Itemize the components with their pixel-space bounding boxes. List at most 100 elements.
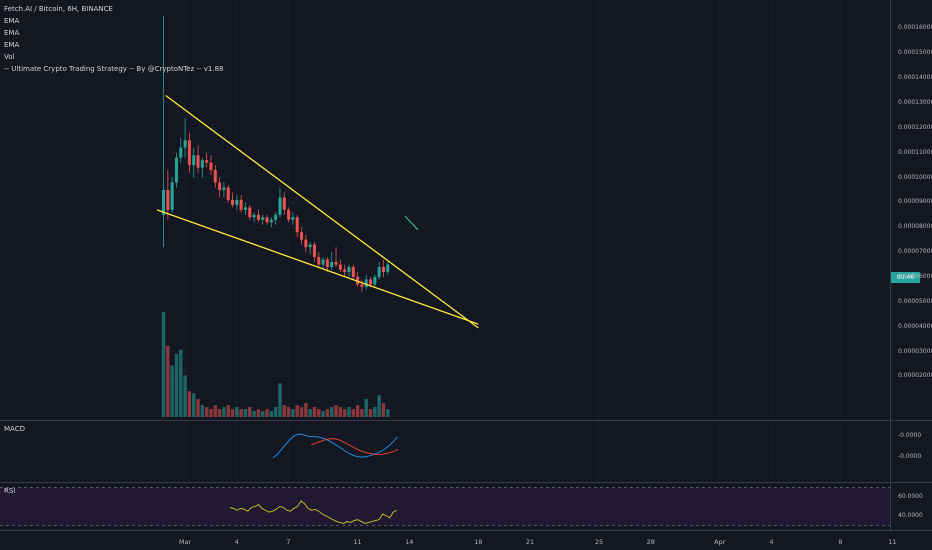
ema-segment	[404, 215, 419, 231]
x-tick-label: 25	[594, 538, 604, 546]
volume-bar	[317, 409, 321, 417]
candle-body	[218, 182, 222, 190]
volume-bar	[243, 409, 248, 417]
candle-body	[243, 207, 247, 210]
y-tick-label: 0.00016000	[898, 24, 932, 32]
price-pane	[156, 16, 479, 417]
trendline	[156, 209, 479, 325]
volume-bar	[304, 403, 308, 417]
macd-label[interactable]: MACD	[4, 425, 25, 433]
y-tick-label: 0.00011000	[898, 148, 932, 156]
volume-bar	[312, 407, 317, 417]
y-tick-label: 0.00015000	[898, 49, 932, 57]
x-tick-label: 11	[353, 538, 362, 546]
y-tick-label: 0.00006000	[898, 272, 932, 280]
volume-bar	[321, 411, 325, 417]
candle-body	[369, 279, 373, 285]
volume-bar	[179, 349, 183, 417]
volume-bar	[269, 411, 274, 417]
grid-lines	[0, 0, 893, 530]
volume-bar	[308, 409, 312, 417]
volume-bar	[386, 409, 390, 417]
volume-bar	[282, 405, 287, 417]
rsi-label[interactable]: RSI	[4, 487, 16, 495]
volume-bar	[187, 391, 192, 417]
y-tick-label: 0.00013000	[898, 98, 932, 106]
volume-bar	[381, 403, 386, 417]
x-tick-label: 11	[888, 538, 897, 546]
candle-body	[386, 264, 390, 272]
candle-body	[360, 284, 364, 287]
candle-body	[226, 187, 230, 200]
candle-body	[179, 147, 183, 158]
volume-bar	[273, 407, 278, 417]
candle-body	[174, 157, 178, 183]
macd-line	[272, 433, 399, 459]
volume-bar	[217, 409, 222, 417]
y-tick-label: 0.00003000	[898, 347, 932, 355]
chart-legend: Fetch.AI / Bitcoin, 6H, BINANCE EMA EMA …	[4, 3, 224, 75]
indicator-ema-1[interactable]: EMA	[4, 17, 20, 25]
y-tick-label: 0.00004000	[898, 322, 932, 330]
volume-bar	[170, 365, 174, 417]
candle-body	[282, 197, 286, 210]
indicator-volume[interactable]: Vol	[4, 53, 15, 61]
candle-body	[170, 182, 174, 210]
candle-body	[308, 244, 312, 248]
candle-body	[248, 207, 252, 218]
volume-bar	[360, 409, 364, 417]
trendline	[165, 95, 479, 329]
candle-body	[347, 267, 351, 272]
candle-body	[265, 217, 269, 223]
volume-bar	[373, 407, 377, 417]
candle-body	[377, 267, 381, 277]
volume-bar	[299, 407, 304, 417]
indicator-ema-2[interactable]: EMA	[4, 29, 20, 37]
trendlines	[156, 95, 479, 329]
volume-bar	[265, 409, 269, 417]
indicator-ema-3[interactable]: EMA	[4, 41, 20, 49]
volume-bar	[260, 411, 265, 417]
volume-bar	[291, 409, 295, 417]
candle-body	[351, 267, 355, 277]
x-tick-label: 7	[286, 538, 291, 546]
volume-bar	[351, 409, 356, 417]
candle-body	[364, 279, 368, 287]
candle-body	[343, 269, 347, 272]
volume-bar	[329, 407, 334, 417]
candlesticks	[162, 16, 390, 292]
rsi-line	[229, 500, 398, 524]
candle-body	[231, 199, 235, 205]
y-tick-label: 0.00009000	[898, 198, 932, 206]
candle-body	[325, 259, 329, 268]
candle-body	[287, 209, 291, 220]
volume-bar	[209, 409, 213, 417]
candle-body	[235, 199, 239, 205]
y-tick-label: 0.00010000	[898, 173, 932, 181]
candle-body	[295, 217, 299, 233]
x-tick-label: Apr	[714, 538, 726, 546]
macd-pane	[272, 433, 399, 459]
x-tick-label: 4	[769, 538, 774, 546]
volume-bar	[222, 407, 226, 417]
candle-body	[205, 160, 209, 163]
candle-body	[239, 199, 243, 210]
x-tick-label: 21	[525, 538, 535, 546]
candle-body	[187, 140, 191, 166]
x-tick-label: 8	[838, 538, 843, 546]
volume-bar	[226, 405, 230, 417]
candle-body	[381, 267, 385, 272]
volume-bar	[355, 405, 360, 417]
volume-bar	[235, 407, 239, 417]
candle-body	[330, 262, 334, 268]
volume-bar	[239, 409, 243, 417]
volume-bar	[200, 405, 205, 417]
indicator-strategy[interactable]: -- Ultimate Crypto Trading Strategy -- B…	[4, 65, 224, 73]
volume-bar	[325, 409, 330, 417]
y-tick-label: 0.00007000	[898, 248, 932, 256]
candle-body	[334, 262, 338, 265]
symbol-title[interactable]: Fetch.AI / Bitcoin, 6H, BINANCE	[4, 5, 113, 13]
candle-body	[304, 239, 308, 248]
volume-bar	[377, 395, 381, 417]
y-tick-label: 0.00008000	[898, 223, 932, 231]
